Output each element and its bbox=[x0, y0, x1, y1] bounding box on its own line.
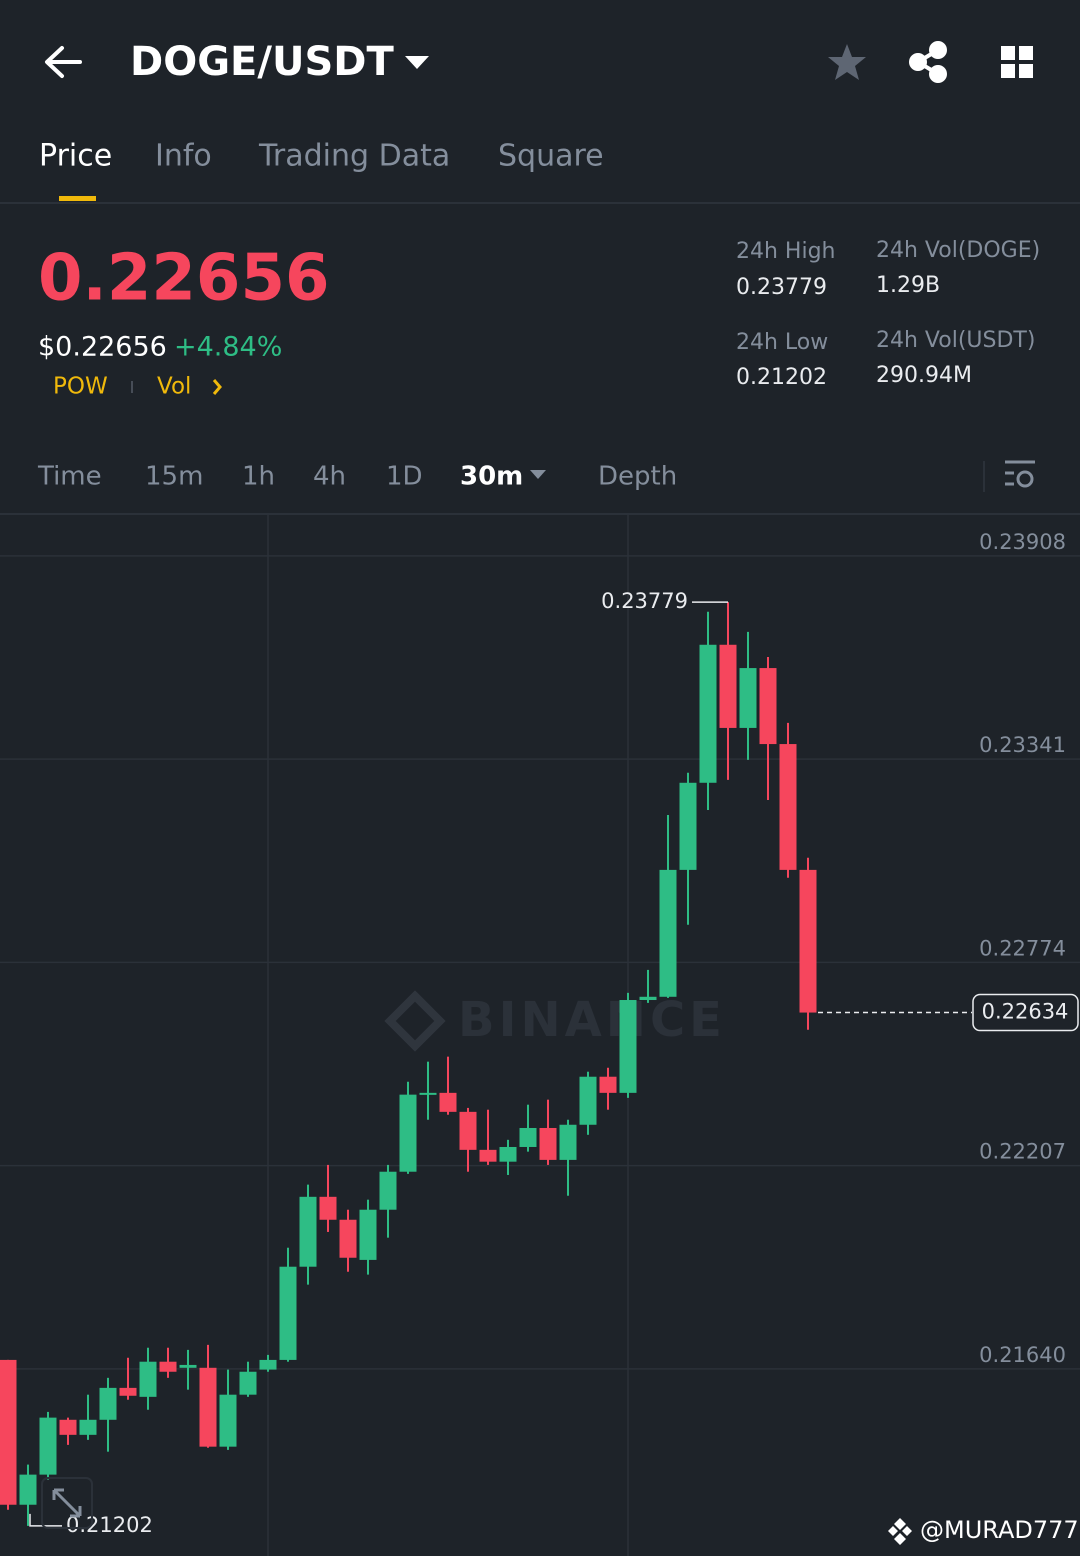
candle-body bbox=[99, 1387, 117, 1420]
candle-body bbox=[619, 1000, 637, 1093]
last-price-label: 0.22634 bbox=[982, 1000, 1069, 1024]
tag-chevron[interactable] bbox=[212, 379, 222, 395]
interval[interactable]: 4h bbox=[313, 462, 346, 492]
candle-body bbox=[19, 1474, 37, 1505]
tab[interactable]: Price bbox=[39, 139, 112, 174]
candle-body bbox=[579, 1076, 597, 1125]
candle-body bbox=[59, 1419, 77, 1435]
candle-body bbox=[659, 869, 677, 997]
stat-label: 24h Low bbox=[736, 330, 828, 355]
candle-body bbox=[499, 1146, 517, 1162]
interval-dropdown[interactable] bbox=[530, 470, 546, 479]
y-tick-label: 0.22774 bbox=[979, 936, 1066, 960]
interval[interactable]: 30m bbox=[460, 462, 523, 492]
candle-body bbox=[159, 1361, 177, 1372]
watermark: BINANCE bbox=[458, 992, 726, 1048]
usd-price: $0.22656 bbox=[38, 332, 167, 363]
stat-value: 1.29B bbox=[876, 273, 940, 298]
candle-body bbox=[379, 1171, 397, 1210]
stat-label: 24h Vol(DOGE) bbox=[876, 238, 1040, 263]
tab[interactable]: Trading Data bbox=[258, 139, 450, 174]
candle-body bbox=[219, 1394, 237, 1447]
share-button[interactable] bbox=[909, 41, 947, 83]
candle-body bbox=[79, 1419, 97, 1435]
candle-body bbox=[599, 1076, 617, 1093]
candle-body bbox=[739, 668, 757, 728]
candle-body bbox=[719, 644, 737, 728]
low-connector bbox=[29, 1513, 62, 1527]
stat-value: 290.94M bbox=[876, 363, 972, 388]
candle-body bbox=[299, 1196, 317, 1267]
tab[interactable]: Square bbox=[498, 139, 604, 174]
candle-body bbox=[799, 869, 817, 1013]
back-button[interactable] bbox=[45, 46, 82, 78]
expand-button[interactable] bbox=[41, 1477, 93, 1529]
candle-body bbox=[699, 644, 717, 783]
interval[interactable]: Time bbox=[37, 462, 102, 492]
pair-dropdown[interactable] bbox=[405, 56, 429, 69]
last-price: 0.22656 bbox=[38, 242, 330, 316]
favorite-button[interactable] bbox=[828, 44, 866, 80]
high-label: 0.23779 bbox=[601, 589, 688, 613]
y-tick-label: 0.22207 bbox=[979, 1140, 1066, 1164]
candle-body bbox=[319, 1196, 337, 1220]
candle-body bbox=[539, 1127, 557, 1160]
tag[interactable]: POW bbox=[53, 374, 108, 400]
tab[interactable]: Info bbox=[155, 139, 212, 174]
stat-label: 24h Vol(USDT) bbox=[876, 328, 1035, 353]
pair-title[interactable]: DOGE/USDT bbox=[130, 39, 394, 85]
expand-icon bbox=[52, 1488, 82, 1518]
credit-logo bbox=[888, 1518, 912, 1545]
layout-button[interactable] bbox=[1001, 46, 1033, 78]
candle-body bbox=[239, 1371, 257, 1395]
candle-body bbox=[559, 1124, 577, 1160]
candle-body bbox=[0, 1359, 17, 1505]
candle-body bbox=[139, 1361, 157, 1397]
stat-label: 24h High bbox=[736, 239, 836, 264]
interval[interactable]: 1D bbox=[386, 462, 423, 492]
last-price-box bbox=[972, 993, 1079, 1032]
candle-body bbox=[519, 1127, 537, 1147]
candle-body bbox=[399, 1094, 417, 1172]
plot: 0.23908 0.23341 0.22774 0.22207 0.21640 0.237… bbox=[0, 530, 1080, 1537]
candle-body bbox=[639, 996, 657, 1001]
candle-body bbox=[479, 1149, 497, 1162]
candle-body bbox=[419, 1092, 437, 1095]
candle-body bbox=[679, 782, 697, 870]
candle-body bbox=[199, 1367, 217, 1447]
price-change: +4.84% bbox=[174, 332, 282, 363]
low-label: 0.21202 bbox=[66, 1513, 153, 1537]
candle-body bbox=[439, 1092, 457, 1112]
candle-body bbox=[279, 1266, 297, 1360]
candle-body bbox=[39, 1417, 57, 1475]
candle-body bbox=[459, 1111, 477, 1150]
candle-body bbox=[259, 1359, 277, 1370]
chart-settings[interactable] bbox=[1005, 460, 1035, 488]
watermark-logo bbox=[384, 990, 446, 1052]
interval[interactable]: Depth bbox=[598, 462, 677, 492]
y-tick-label: 0.23341 bbox=[979, 733, 1066, 757]
candle-body bbox=[179, 1364, 197, 1368]
candle-body bbox=[779, 744, 797, 870]
tab-indicator bbox=[59, 196, 96, 201]
interval[interactable]: 15m bbox=[145, 462, 203, 492]
credit: @MURAD777 bbox=[920, 1516, 1079, 1544]
candle-body bbox=[339, 1219, 357, 1258]
interval[interactable]: 1h bbox=[242, 462, 275, 492]
stat-value: 0.21202 bbox=[736, 365, 827, 390]
tag[interactable]: Vol bbox=[157, 374, 191, 400]
stat-value: 0.23779 bbox=[736, 275, 827, 300]
y-tick-label: 0.21640 bbox=[979, 1343, 1066, 1367]
y-tick-label: 0.23908 bbox=[979, 530, 1066, 554]
candle-body bbox=[119, 1387, 137, 1396]
candle-body bbox=[359, 1209, 377, 1260]
candle-body bbox=[759, 668, 777, 745]
